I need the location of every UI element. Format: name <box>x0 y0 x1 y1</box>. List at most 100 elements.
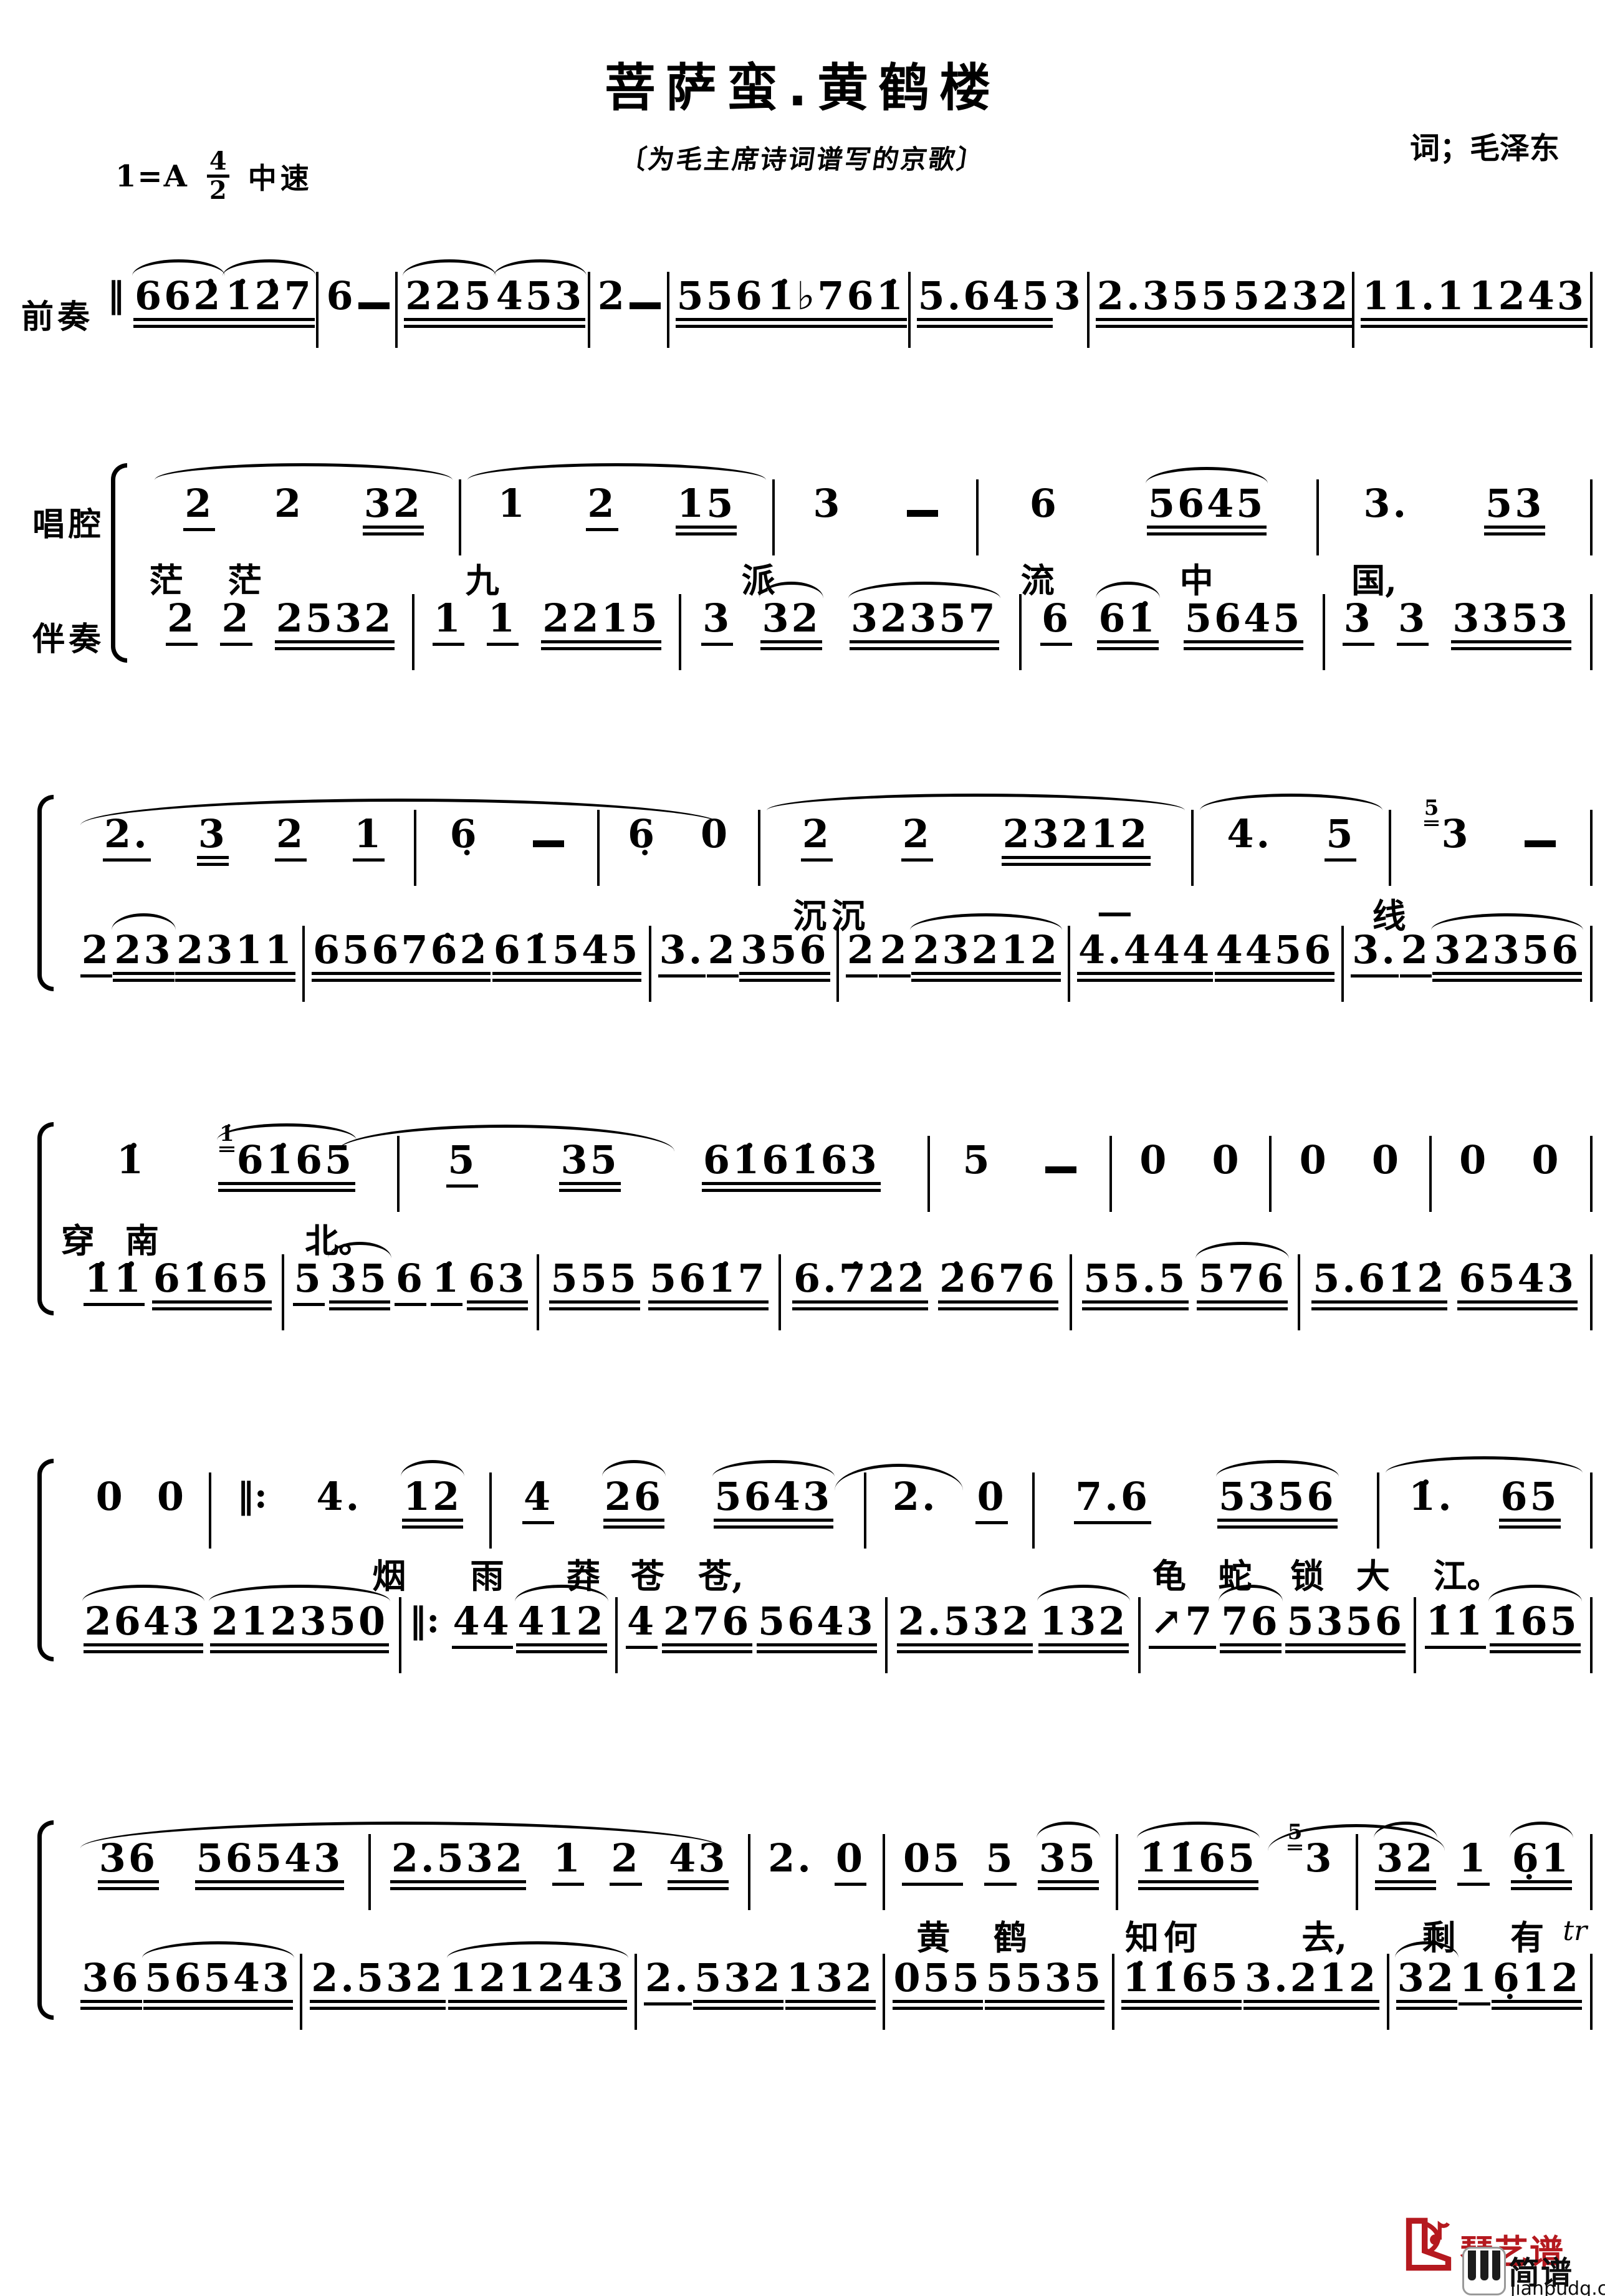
slur-arc <box>1431 913 1584 930</box>
slur-arc <box>493 259 587 276</box>
note-group: 532 <box>693 1956 784 2010</box>
double-barline: ‖ <box>107 274 125 315</box>
system-brace <box>37 1459 54 1661</box>
system-3: 2. 3 2 1 6̣ 6̣ 0 2 2 23212 4. 5 53 沉沉一线 2 23 2311 65676̇2… <box>0 789 1605 1004</box>
barline <box>597 810 600 886</box>
barline <box>282 1254 285 1330</box>
note-group <box>357 274 391 320</box>
slur-arc <box>209 1585 391 1602</box>
note-group: 6.7̇2̇2̇ <box>792 1257 929 1310</box>
note-group: 6 <box>1029 481 1059 526</box>
slur-arc <box>1216 1460 1339 1477</box>
note-group: 6543 <box>1457 1257 1578 1310</box>
note-group: 662̇ <box>132 259 226 328</box>
barline <box>883 1954 886 2030</box>
lyric-syllable: 流 <box>1020 560 1055 600</box>
notation-line: 1̇ 1̇61̇65 5 35 61̇61̇63 5 0 0 0 0 0 0 <box>74 1122 1593 1212</box>
note-group: 0 <box>975 1475 1008 1524</box>
barline <box>748 1834 751 1910</box>
measure: 3. 2 356 <box>651 928 836 982</box>
barline <box>412 594 415 670</box>
notation-line: 1̇1̇ 61̇65 5 35 6 1̇ 63 555 561̇7 6.7̇2̇2̇ 2̇676 55… <box>74 1242 1593 1330</box>
barline <box>1116 1834 1119 1910</box>
note-group: 32 <box>759 582 823 650</box>
half-note-dash <box>1524 840 1556 847</box>
note-group: 1 <box>1458 1956 1490 2005</box>
note-group: 3 <box>813 481 843 526</box>
note-group: 2215 <box>541 597 661 650</box>
barline <box>1388 810 1391 886</box>
note-group: 61̇ <box>1096 582 1160 650</box>
repeat-start-sign: ‖: <box>409 1600 440 1641</box>
slur-arc <box>132 259 226 276</box>
note-group: 35 <box>327 1242 391 1310</box>
note-group: 5645 <box>1145 467 1268 536</box>
barline <box>208 1472 211 1549</box>
stave-label: 伴奏 <box>32 621 105 658</box>
lyric-syllable: 穿 <box>60 1221 95 1261</box>
barline <box>1386 1954 1389 2030</box>
system-brace <box>37 795 54 991</box>
barline <box>1352 272 1355 348</box>
barline <box>1069 1254 1072 1330</box>
note-group: 3 <box>1342 597 1374 646</box>
key-signature: 1=A <box>115 158 188 194</box>
note-group: 2 <box>597 273 627 319</box>
note-group: 7.6 <box>1074 1475 1151 1524</box>
lyric-syllable: 茫 <box>149 560 183 600</box>
system-5: 0 0 ‖: 4. 12 4 26 5643 2. 0 7.6 5356 1̇. 65 烟雨莽苍苍, 龟蛇锁大… <box>0 1453 1605 1674</box>
slur-arc <box>759 582 823 598</box>
note-group: 5.61̇2̇ <box>1311 1257 1448 1310</box>
note-group: 3. <box>1363 481 1409 526</box>
barline <box>1590 1472 1593 1549</box>
measure: 2 <box>590 274 667 320</box>
measure: ‖ 662̇ 1̇2̇7 <box>101 259 316 328</box>
slur-arc <box>1394 1941 1459 1958</box>
note-group: 4 <box>522 1475 555 1524</box>
barline <box>1138 1597 1141 1673</box>
note-group: 44 <box>451 1600 513 1649</box>
note-group: 5645 <box>1183 597 1304 650</box>
barline <box>885 1597 888 1673</box>
measure: 1̇. 65 <box>1379 1456 1589 1529</box>
note-group: 055 <box>892 1956 983 2010</box>
note-group: 121243 <box>447 1941 629 2010</box>
measure: 6 5645 <box>979 467 1316 536</box>
lyric-syllable: 南 <box>125 1221 159 1261</box>
note-group: 36 <box>80 1956 142 2010</box>
barline <box>1590 1954 1593 2030</box>
note-group: 4. <box>1227 811 1273 857</box>
barline <box>316 272 319 348</box>
slur-arc <box>1145 467 1268 484</box>
note-group: 26 <box>601 1460 666 1529</box>
note-group: 1̇1̇65 <box>1137 1822 1260 1890</box>
barline <box>908 272 911 348</box>
lyric-syllable: 九 <box>465 560 499 600</box>
lyric-syllable: 一 <box>1098 896 1132 936</box>
slur-arc <box>1137 1822 1260 1838</box>
note-group: 4 <box>625 1600 658 1649</box>
note-group: 2 <box>586 482 618 531</box>
note-group: 0 <box>834 1837 866 1886</box>
note-group: 0 <box>1531 1137 1561 1183</box>
barline <box>1589 1254 1593 1330</box>
barline <box>1590 926 1593 1002</box>
note-group: 6 <box>1040 597 1073 646</box>
phrase-slur-arc <box>337 1125 674 1151</box>
barline <box>648 926 651 1002</box>
barline <box>635 1954 638 2030</box>
barline <box>536 1254 539 1330</box>
barline <box>1067 926 1070 1002</box>
note-group: 11.1 <box>1361 274 1468 328</box>
note-group: 0 <box>1212 1137 1242 1183</box>
note-group: 2.532 <box>310 1956 446 2010</box>
tempo-marking: 中速 <box>247 161 313 195</box>
barline <box>1109 1136 1112 1212</box>
barline <box>489 1472 492 1549</box>
note-group: 1 <box>486 597 519 646</box>
note-group: 3. <box>1351 928 1399 977</box>
stave-label: 唱腔 <box>32 506 105 544</box>
